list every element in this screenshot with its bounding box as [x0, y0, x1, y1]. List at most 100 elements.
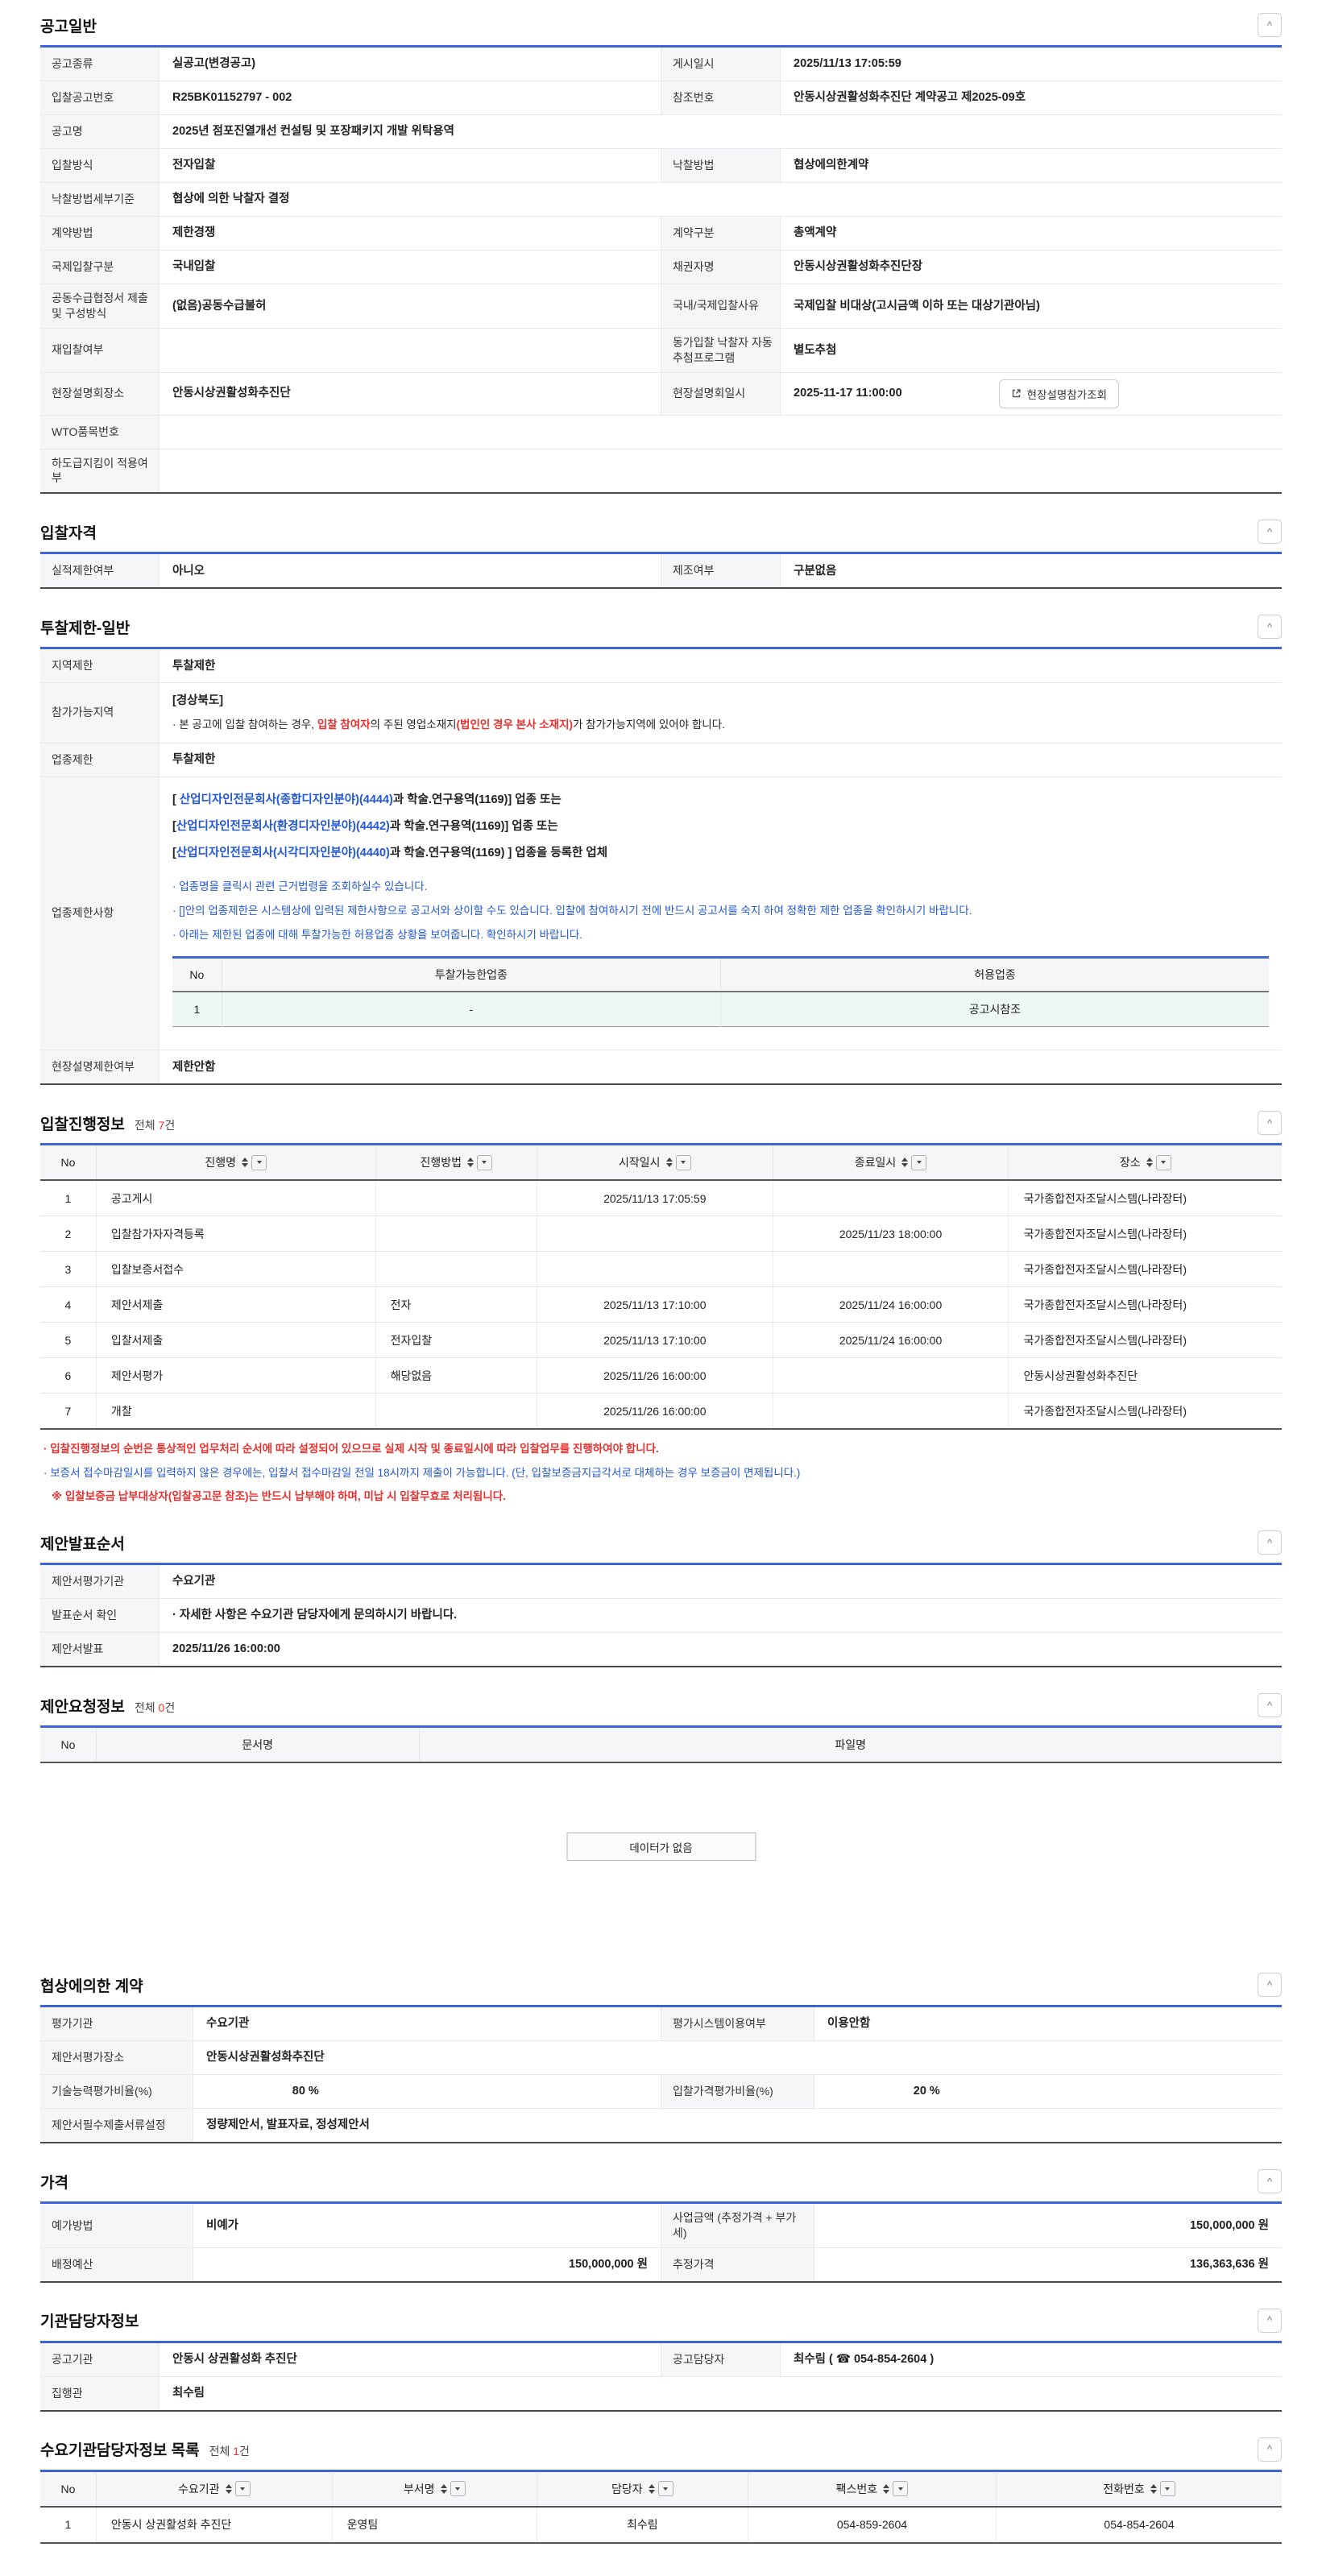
- table-row: 5 입찰서제출 전자입찰 2025/11/13 17:10:00 2025/11…: [40, 1322, 1282, 1359]
- chevron-up-icon: ^: [1266, 2175, 1273, 2188]
- sort-control[interactable]: [665, 1154, 691, 1170]
- collapse-section-button[interactable]: ^: [1258, 13, 1282, 37]
- sort-control[interactable]: [225, 2481, 251, 2497]
- column-header-step-name: 진행명: [96, 1144, 376, 1182]
- column-header-biddable-industry: 투찰가능한업종: [222, 957, 721, 993]
- field-value: [160, 449, 1282, 493]
- collapse-section-button[interactable]: ^: [1258, 1530, 1282, 1555]
- column-header-no: No: [40, 2470, 97, 2508]
- site-briefing-participation-button[interactable]: 현장설명참가조회: [998, 379, 1120, 408]
- field-value: 국제입찰 비대상(고시금액 이하 또는 대상기관아님): [794, 299, 1040, 313]
- sort-control[interactable]: [242, 1154, 267, 1170]
- industry-line: [산업디자인전문회사(환경디자인분야)(4442)과 학술.연구용역(1169)…: [172, 819, 558, 833]
- chevron-up-icon: ^: [1266, 2314, 1273, 2327]
- column-header-step-method: 진행방법: [375, 1144, 537, 1182]
- field-value: 이용안함: [827, 2017, 871, 2031]
- section-negotiation: 협상에의한 계약 ^ 평가기관 수요기관 평가시스템이용여부 이용안함 제안서평…: [40, 1973, 1282, 2144]
- section-restriction: 투찰제한-일반 ^ 지역제한 투찰제한 참가가능지역 [경상북도] · 본 공고…: [40, 615, 1282, 1086]
- section-title-agency-contact: 기관담당자정보: [40, 2313, 139, 2331]
- field-label: 기술능력평가비율(%): [40, 2075, 193, 2109]
- progress-note: ※ 입찰보증금 납부대상자(입찰공고문 참조)는 반드시 납부해야 하며, 미납…: [52, 1489, 506, 1502]
- filter-dropdown-icon[interactable]: [657, 2481, 673, 2497]
- field-value: (없음)공동수급불허: [160, 284, 661, 328]
- sort-arrows-icon: [1146, 1158, 1153, 1168]
- industry-code-link[interactable]: 산업디자인전문회사(환경디자인분야)(4442): [176, 819, 390, 833]
- total-count: 전체 7건: [134, 1118, 176, 1132]
- field-value: 제한안함: [172, 1060, 216, 1074]
- agency-contact-table: 공고기관 안동시 상권활성화 추진단 공고담당자 최수림 ( ☎ 054-854…: [40, 2340, 1282, 2412]
- field-label: 실적제한여부: [40, 554, 160, 588]
- chevron-up-icon: ^: [1266, 19, 1273, 31]
- field-label: 평가시스템이용여부: [661, 2007, 814, 2041]
- chevron-up-icon: ^: [1266, 1116, 1273, 1129]
- field-label: 재입찰여부: [40, 328, 160, 372]
- collapse-section-button[interactable]: ^: [1258, 615, 1282, 640]
- qualification-table: 실적제한여부 아니오 제조여부 구분없음: [40, 552, 1282, 590]
- field-value: 국내입찰: [160, 251, 661, 284]
- industry-note: · 아래는 제한된 업종에 대해 투찰가능한 허용업종 상황을 보여줍니다. 확…: [172, 929, 583, 942]
- table-row: 4 제안서제출 전자 2025/11/13 17:10:00 2025/11/2…: [40, 1286, 1282, 1323]
- field-label: 현장설명제한여부: [40, 1050, 160, 1084]
- collapse-section-button[interactable]: ^: [1258, 1973, 1282, 1998]
- field-label: 제안서평가장소: [40, 2041, 193, 2075]
- field-value: 안동시상권활성화추진단: [206, 2051, 325, 2065]
- chevron-up-icon: ^: [1266, 525, 1273, 538]
- field-label: 사업금액 (추정가격 + 부가세): [661, 2204, 814, 2247]
- section-title-price: 가격: [40, 2174, 68, 2192]
- filter-dropdown-icon[interactable]: [450, 2481, 466, 2497]
- collapse-section-button[interactable]: ^: [1258, 2437, 1282, 2462]
- filter-dropdown-icon[interactable]: [1159, 2481, 1175, 2497]
- filter-dropdown-icon[interactable]: [675, 1154, 691, 1170]
- sort-control[interactable]: [901, 1154, 927, 1170]
- industry-code-link[interactable]: 산업디자인전문회사(종합디자인분야)(4444): [179, 793, 393, 806]
- section-agency-contact: 기관담당자정보 ^ 공고기관 안동시 상권활성화 추진단 공고담당자 최수림 (…: [40, 2308, 1282, 2412]
- sort-control[interactable]: [440, 2481, 466, 2497]
- rfp-table: No 문서명 파일명: [40, 1725, 1282, 1764]
- progress-notes: · 입찰진행정보의 순번은 통상적인 업무처리 순서에 따라 설정되어 있으므로…: [40, 1441, 1282, 1505]
- field-value: 비예가: [193, 2204, 661, 2247]
- field-value: 투찰제한: [172, 752, 216, 766]
- filter-dropdown-icon[interactable]: [893, 2481, 909, 2497]
- column-header-phone: 전화번호: [996, 2470, 1282, 2508]
- chevron-up-icon: ^: [1266, 620, 1273, 633]
- collapse-section-button[interactable]: ^: [1258, 520, 1282, 545]
- collapse-section-button[interactable]: ^: [1258, 2308, 1282, 2333]
- field-label: 집행관: [40, 2376, 160, 2410]
- field-label: 업종제한: [40, 743, 160, 777]
- table-row: 3 입찰보증서접수 국가종합전자조달시스템(나라장터): [40, 1251, 1282, 1288]
- field-label: 낙찰방법: [661, 149, 781, 182]
- industry-code-link[interactable]: 산업디자인전문회사(시각디자인분야)(4440): [176, 847, 390, 860]
- collapse-section-button[interactable]: ^: [1258, 1693, 1282, 1718]
- column-header-no: No: [40, 1144, 97, 1182]
- filter-dropdown-icon[interactable]: [911, 1154, 927, 1170]
- table-row: 7 개찰 2025/11/26 16:00:00 국가종합전자조달시스템(나라장…: [40, 1393, 1282, 1430]
- field-label: 채권자명: [661, 251, 781, 284]
- filter-dropdown-icon[interactable]: [476, 1154, 492, 1170]
- column-header-document-name: 문서명: [96, 1726, 420, 1764]
- table-row: 1 공고게시 2025/11/13 17:05:59 국가종합전자조달시스템(나…: [40, 1180, 1282, 1217]
- field-label: 낙찰방법세부기준: [40, 183, 160, 216]
- collapse-section-button[interactable]: ^: [1258, 2169, 1282, 2194]
- chevron-up-icon: ^: [1266, 1536, 1273, 1549]
- field-value: 150,000,000 원: [193, 2247, 661, 2281]
- allowed-industry-table: No 투찰가능한업종 허용업종 1 - 공고시참조: [172, 956, 1269, 1028]
- filter-dropdown-icon[interactable]: [251, 1154, 267, 1170]
- sort-control[interactable]: [883, 2481, 909, 2497]
- table-row: 2 입찰참가자자격등록 2025/11/23 18:00:00 국가종합전자조달…: [40, 1216, 1282, 1253]
- sort-control[interactable]: [1146, 1154, 1171, 1170]
- sort-control[interactable]: [648, 2481, 673, 2497]
- section-title-qualification: 입찰자격: [40, 524, 97, 542]
- collapse-section-button[interactable]: ^: [1258, 1111, 1282, 1136]
- field-value: 안동시상권활성화추진단 계약공고 제2025-09호: [794, 91, 1026, 105]
- sort-control[interactable]: [1150, 2481, 1175, 2497]
- section-demand-contacts: 수요기관담당자정보 목록 전체 1건 ^ No 수요기관: [40, 2437, 1282, 2544]
- field-label: 지역제한: [40, 649, 160, 683]
- field-label: 국내/국제입찰사유: [661, 284, 781, 328]
- filter-dropdown-icon[interactable]: [1155, 1154, 1171, 1170]
- filter-dropdown-icon[interactable]: [234, 2481, 251, 2497]
- total-count: 전체 0건: [134, 1700, 176, 1714]
- progress-note: · 보증서 접수마감일시를 입력하지 않은 경우에는, 입찰서 접수마감일 전일…: [44, 1466, 801, 1479]
- field-value notice-manager-with-phone: 최수림 ( ☎ 054-854-2604 ): [794, 2353, 935, 2367]
- field-value: 안동시상권활성화추진단: [160, 372, 661, 415]
- sort-control[interactable]: [466, 1154, 492, 1170]
